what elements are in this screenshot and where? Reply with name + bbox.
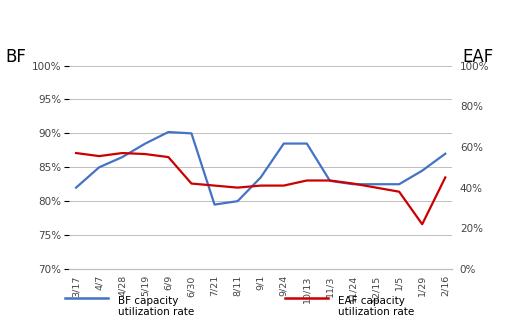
EAF capacity
utilization rate: [257, 184, 264, 188]
EAF capacity
utilization rate: [211, 184, 218, 188]
EAF capacity
utilization rate: [142, 152, 148, 156]
EAF capacity
utilization rate: [327, 178, 333, 182]
BF capacity
utilization rate: [142, 142, 148, 146]
EAF capacity
utilization rate: [396, 190, 402, 194]
EAF capacity
utilization rate: [442, 175, 448, 179]
EAF capacity
utilization rate: [235, 186, 241, 190]
EAF capacity
utilization rate: [96, 154, 102, 158]
BF capacity
utilization rate: [211, 203, 218, 207]
BF capacity
utilization rate: [188, 132, 195, 135]
EAF capacity
utilization rate: [280, 184, 287, 188]
BF capacity
utilization rate: [165, 130, 172, 134]
BF capacity
utilization rate: [442, 152, 448, 156]
EAF capacity
utilization rate: [165, 155, 172, 159]
BF capacity
utilization rate: [96, 165, 102, 169]
Text: BF: BF: [5, 48, 26, 66]
Line: BF capacity
utilization rate: BF capacity utilization rate: [76, 132, 445, 205]
BF capacity
utilization rate: [257, 175, 264, 179]
BF capacity
utilization rate: [327, 179, 333, 183]
Line: EAF capacity
utilization rate: EAF capacity utilization rate: [76, 153, 445, 224]
BF capacity
utilization rate: [119, 155, 126, 159]
EAF capacity
utilization rate: [73, 151, 79, 155]
BF capacity
utilization rate: [396, 182, 402, 186]
EAF capacity
utilization rate: [188, 182, 195, 186]
BF capacity
utilization rate: [419, 169, 426, 173]
BF capacity
utilization rate: [350, 182, 356, 186]
BF capacity
utilization rate: [304, 142, 310, 146]
BF capacity
utilization rate: [373, 182, 379, 186]
Text: EAF: EAF: [463, 48, 494, 66]
EAF capacity
utilization rate: [373, 186, 379, 190]
Text: BF capacity
utilization rate: BF capacity utilization rate: [118, 296, 194, 318]
BF capacity
utilization rate: [280, 142, 287, 146]
EAF capacity
utilization rate: [304, 178, 310, 182]
Text: EAF capacity
utilization rate: EAF capacity utilization rate: [338, 296, 414, 318]
BF capacity
utilization rate: [73, 186, 79, 190]
EAF capacity
utilization rate: [419, 222, 426, 226]
BF capacity
utilization rate: [235, 199, 241, 203]
EAF capacity
utilization rate: [119, 151, 126, 155]
EAF capacity
utilization rate: [350, 182, 356, 186]
